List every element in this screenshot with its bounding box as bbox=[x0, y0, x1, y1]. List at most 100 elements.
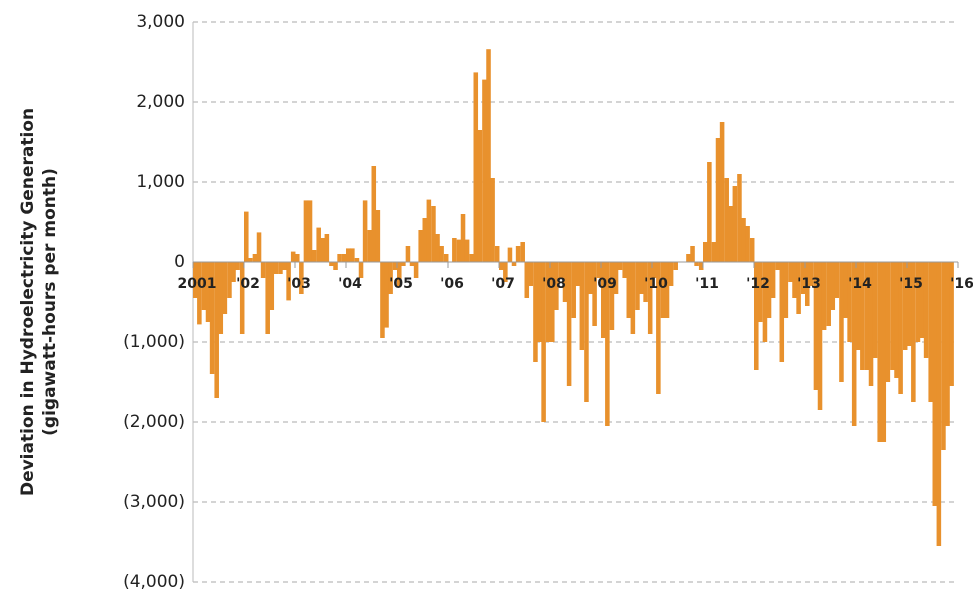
x-tick-label: '09 bbox=[593, 276, 617, 292]
bar bbox=[779, 262, 785, 362]
y-tick-label: 3,000 bbox=[136, 12, 185, 32]
bar bbox=[405, 246, 411, 262]
bar bbox=[511, 262, 517, 266]
bar bbox=[749, 238, 755, 262]
bar bbox=[193, 262, 198, 298]
bar bbox=[864, 262, 870, 370]
bar bbox=[652, 262, 657, 278]
bar bbox=[737, 174, 742, 262]
bar bbox=[341, 254, 347, 262]
bar bbox=[367, 230, 372, 262]
bar bbox=[528, 262, 534, 286]
bar bbox=[464, 239, 470, 262]
bar bbox=[524, 262, 530, 298]
bar bbox=[788, 262, 793, 282]
bar bbox=[490, 178, 495, 262]
bar bbox=[562, 262, 568, 302]
bar bbox=[630, 262, 636, 334]
bar bbox=[817, 262, 823, 410]
bar bbox=[690, 246, 695, 262]
bar bbox=[805, 262, 810, 306]
bar bbox=[851, 262, 857, 426]
bar bbox=[346, 248, 351, 262]
bar bbox=[860, 262, 865, 370]
bar bbox=[792, 262, 797, 298]
bar bbox=[201, 262, 207, 310]
bar bbox=[915, 262, 921, 342]
bar bbox=[269, 262, 275, 310]
bar bbox=[936, 262, 942, 546]
bar bbox=[762, 262, 768, 342]
bar bbox=[686, 254, 691, 262]
bar bbox=[626, 262, 632, 318]
bar bbox=[473, 72, 479, 263]
bar bbox=[770, 262, 776, 298]
bar bbox=[601, 262, 606, 338]
y-tick-label: (4,000) bbox=[123, 572, 185, 592]
bar bbox=[656, 262, 661, 394]
bar bbox=[303, 200, 309, 262]
bar bbox=[218, 262, 224, 334]
x-tick-label: 2001 bbox=[178, 276, 217, 292]
bar bbox=[821, 262, 827, 330]
bar bbox=[329, 262, 334, 266]
y-tick-label: (3,000) bbox=[123, 492, 185, 512]
bar bbox=[311, 250, 317, 262]
y-tick-label: 0 bbox=[174, 252, 185, 272]
x-tick-label: '03 bbox=[287, 276, 311, 292]
bar bbox=[550, 262, 555, 342]
x-tick-label: '10 bbox=[644, 276, 668, 292]
bar bbox=[907, 262, 912, 346]
x-tick-label: '12 bbox=[746, 276, 770, 292]
bar bbox=[775, 262, 780, 270]
bar bbox=[439, 246, 444, 262]
bar bbox=[282, 262, 287, 270]
bar bbox=[609, 262, 615, 330]
bar bbox=[418, 230, 423, 262]
bar bbox=[592, 262, 597, 326]
bar bbox=[894, 262, 899, 378]
bar bbox=[783, 262, 789, 318]
bar bbox=[724, 178, 729, 262]
bar bbox=[248, 258, 253, 262]
bar bbox=[694, 262, 699, 266]
bar bbox=[205, 262, 211, 322]
bar bbox=[707, 162, 712, 262]
bar bbox=[703, 242, 708, 262]
bar bbox=[741, 218, 746, 262]
bar bbox=[354, 258, 360, 262]
bar bbox=[265, 262, 270, 334]
bar bbox=[847, 262, 852, 342]
bar bbox=[949, 262, 954, 386]
bar bbox=[227, 262, 232, 298]
bar bbox=[758, 262, 763, 322]
bar bbox=[830, 262, 836, 310]
bar bbox=[333, 262, 338, 270]
x-tick-label: '14 bbox=[848, 276, 872, 292]
y-axis-title: Deviation in Hydroelectricity Generation… bbox=[18, 108, 60, 496]
bar bbox=[507, 247, 513, 262]
bar bbox=[617, 262, 623, 270]
bar bbox=[431, 206, 436, 262]
bar bbox=[698, 262, 704, 270]
bar bbox=[941, 262, 946, 450]
bar bbox=[537, 262, 542, 342]
bar bbox=[911, 262, 916, 402]
bar bbox=[745, 226, 750, 262]
bar bbox=[668, 262, 674, 286]
bar bbox=[482, 79, 487, 262]
bar bbox=[392, 262, 398, 270]
bar bbox=[384, 262, 389, 328]
bar bbox=[469, 254, 474, 262]
bar bbox=[711, 242, 717, 262]
bar bbox=[571, 262, 576, 318]
bar bbox=[252, 254, 258, 262]
y-axis-title-line: Deviation in Hydroelectricity Generation bbox=[18, 108, 38, 496]
bar bbox=[256, 232, 262, 262]
bar bbox=[826, 262, 831, 326]
bar bbox=[460, 214, 466, 262]
bar bbox=[839, 262, 844, 382]
bar bbox=[809, 262, 814, 286]
bar bbox=[932, 262, 938, 506]
bar bbox=[320, 238, 326, 262]
